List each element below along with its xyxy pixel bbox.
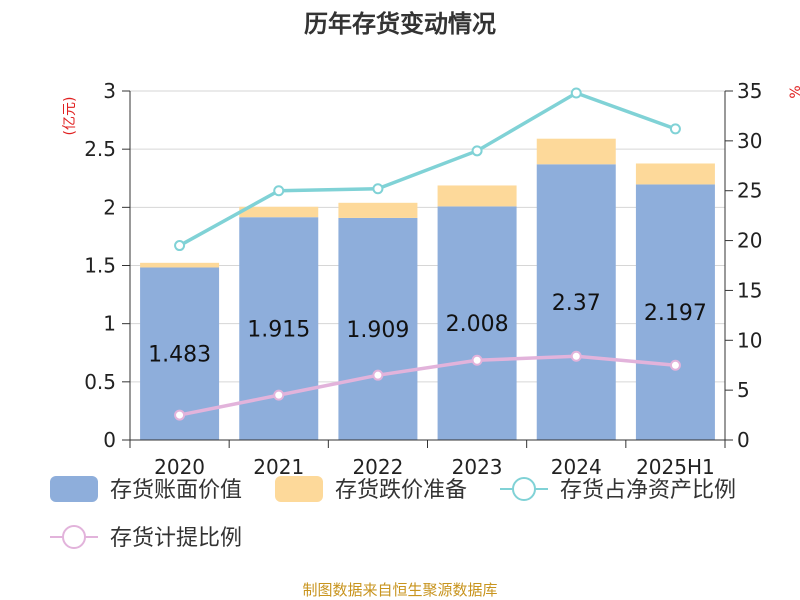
x-tick-label: 2022	[352, 455, 403, 479]
left-axis-unit: (亿元)	[62, 97, 78, 136]
right-tick-label: 15	[737, 278, 762, 302]
line-point	[372, 183, 384, 195]
right-tick-label: 35	[737, 79, 762, 103]
legend-provision-ratio-swatch-marker	[62, 525, 86, 549]
legend-book-value-swatch	[50, 476, 98, 502]
left-tick-label: 2	[103, 195, 116, 219]
bar-value-label: 1.483	[148, 343, 211, 368]
x-tick-label: 2021	[253, 455, 304, 479]
line-point	[471, 145, 483, 157]
legend-net-asset-ratio-label: 存货占净资产比例	[560, 478, 736, 503]
legend-net-asset-ratio-swatch-marker	[512, 477, 536, 501]
right-axis-unit: %	[788, 85, 800, 98]
x-tick-label: 2020	[154, 455, 205, 479]
bar-impairment	[140, 262, 220, 268]
bar-book-value	[239, 217, 319, 440]
right-tick-label: 5	[737, 378, 750, 402]
line-point	[273, 389, 285, 401]
right-tick-label: 30	[737, 129, 762, 153]
bar-value-label: 1.915	[247, 318, 310, 343]
legend-book-value-label: 存货账面价值	[110, 478, 242, 503]
grid	[130, 90, 725, 441]
line-point	[273, 185, 285, 197]
right-tick-label: 0	[737, 428, 750, 452]
bar-book-value	[536, 164, 616, 441]
chart-title: 历年存货变动情况	[304, 10, 496, 38]
left-tick-label: 1.5	[84, 254, 116, 278]
line-provision-ratio	[179, 354, 676, 417]
right-tick-label: 25	[737, 179, 762, 203]
right-tick-label: 10	[737, 328, 762, 352]
bar-book-value	[437, 206, 517, 440]
bar-book-value	[338, 217, 418, 440]
left-tick-label: 2.5	[84, 137, 116, 161]
line-point	[174, 409, 186, 421]
left-tick-label: 0	[103, 428, 116, 452]
left-tick-label: 3	[103, 79, 116, 103]
bar-value-label: 2.008	[446, 312, 509, 337]
bar-value-label: 2.37	[552, 291, 601, 316]
x-tick-label: 2025H1	[636, 455, 715, 479]
line-net-asset-ratio	[178, 91, 677, 248]
bar-impairment	[437, 185, 517, 207]
line-point	[570, 350, 582, 362]
legend-impairment-swatch	[275, 476, 323, 502]
bar-book-value	[635, 184, 715, 440]
left-tick-label: 0.5	[84, 370, 116, 394]
bars	[140, 138, 715, 441]
x-tick-label: 2023	[452, 455, 503, 479]
right-tick-label: 20	[737, 229, 762, 253]
bar-impairment	[239, 206, 319, 218]
left-tick-label: 1	[103, 312, 116, 336]
line-point	[174, 240, 186, 252]
source-note: 制图数据来自恒生聚源数据库	[302, 581, 497, 599]
legend-provision-ratio-label: 存货计提比例	[110, 526, 242, 551]
x-tick-label: 2024	[551, 455, 602, 479]
bar-value-label: 2.197	[644, 301, 707, 326]
bar-labels: 1.483 1.915 1.909 2.008 2.37 2.197	[148, 291, 707, 368]
bar-impairment	[536, 138, 616, 165]
line-point	[372, 369, 384, 381]
line-point	[570, 87, 582, 99]
line-point	[669, 123, 681, 135]
line-point	[669, 359, 681, 371]
legend-impairment-label: 存货跌价准备	[335, 478, 467, 503]
bar-impairment	[338, 202, 418, 218]
bar-value-label: 1.909	[346, 318, 409, 343]
line-point	[471, 354, 483, 366]
lines	[174, 87, 681, 421]
bar-impairment	[635, 163, 715, 185]
